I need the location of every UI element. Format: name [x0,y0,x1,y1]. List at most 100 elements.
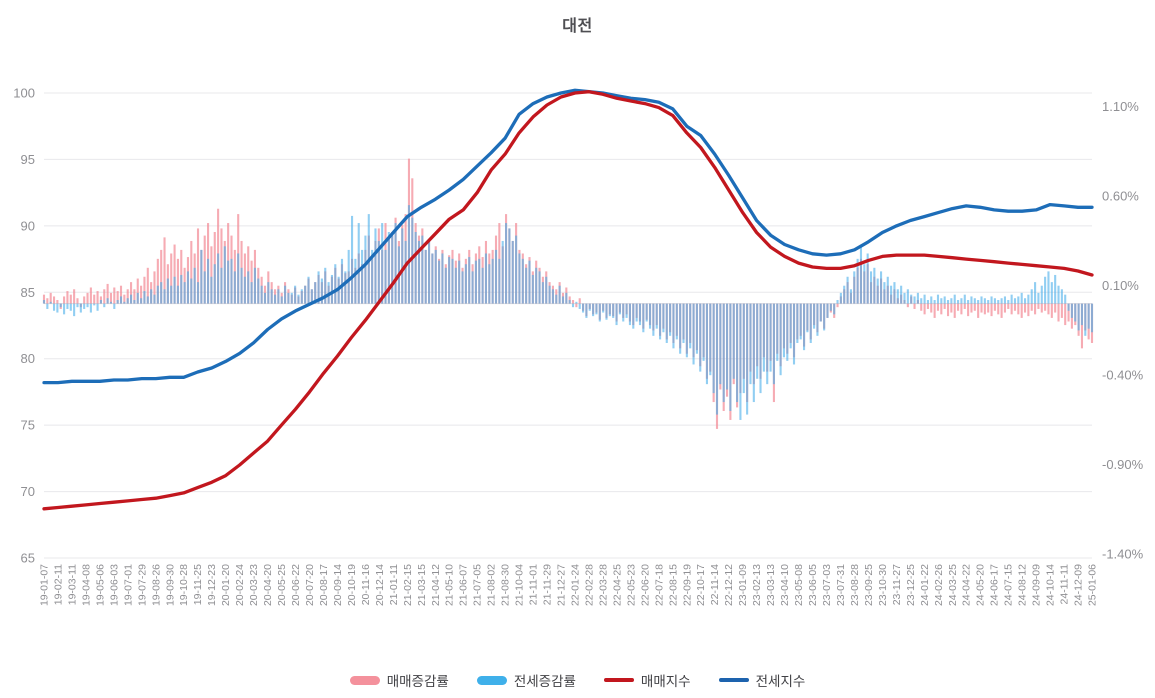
svg-text:21-12-27: 21-12-27 [556,564,568,606]
svg-text:24-07-15: 24-07-15 [1003,564,1015,606]
svg-text:75: 75 [21,418,35,433]
svg-text:22-06-20: 22-06-20 [639,564,651,606]
legend-label: 매매지수 [640,674,691,689]
legend-label: 전세지수 [755,674,806,689]
svg-text:20-04-20: 20-04-20 [262,564,274,606]
svg-text:23-09-25: 23-09-25 [863,564,875,606]
svg-text:21-06-07: 21-06-07 [458,564,470,606]
legend-item-jeonse-index[interactable]: 전세지수 [718,670,806,690]
svg-text:24-10-14: 24-10-14 [1045,564,1057,606]
svg-text:23-06-05: 23-06-05 [807,564,819,606]
svg-text:19-07-01: 19-07-01 [122,564,134,606]
svg-text:24-05-20: 24-05-20 [975,564,987,606]
svg-text:20-01-20: 20-01-20 [220,564,232,606]
svg-text:23-10-30: 23-10-30 [877,564,889,606]
svg-text:19-10-28: 19-10-28 [178,564,190,606]
legend: 매매증감률 전세증감률 매매지수 전세지수 [0,670,1155,690]
svg-text:20-02-24: 20-02-24 [234,564,246,606]
svg-text:20-03-23: 20-03-23 [248,564,260,606]
svg-text:100: 100 [13,86,35,101]
svg-text:24-02-26: 24-02-26 [933,564,945,606]
sale-index-swatch-icon [603,678,634,682]
svg-text:19-02-11: 19-02-11 [52,564,64,605]
svg-text:21-08-30: 21-08-30 [500,564,512,606]
svg-text:0.10%: 0.10% [1102,278,1139,293]
legend-item-sale-change[interactable]: 매매증감률 [349,670,449,690]
svg-text:19-05-06: 19-05-06 [94,564,106,606]
svg-text:23-03-13: 23-03-13 [765,564,777,606]
svg-text:23-07-03: 23-07-03 [821,564,833,606]
svg-text:0.60%: 0.60% [1102,189,1139,204]
svg-text:22-04-25: 22-04-25 [611,564,623,606]
svg-text:65: 65 [21,551,35,566]
line-jeonse-index [42,88,1094,385]
svg-text:19-03-11: 19-03-11 [66,564,78,605]
svg-text:23-01-09: 23-01-09 [737,564,749,606]
line-sale-index [42,90,1094,511]
svg-text:21-11-29: 21-11-29 [542,564,554,605]
svg-text:24-01-22: 24-01-22 [919,564,931,606]
plot-area[interactable]: 100 95 90 85 80 75 70 65 1.10% 0.60% 0.10% -0.40% -0… [0,0,1155,660]
svg-text:19-01-07: 19-01-07 [39,564,51,606]
svg-text:23-12-25: 23-12-25 [905,564,917,606]
svg-text:-0.90%: -0.90% [1102,457,1144,472]
svg-text:22-11-14: 22-11-14 [709,564,721,605]
svg-text:21-07-05: 21-07-05 [472,564,484,606]
svg-text:70: 70 [21,484,35,499]
chart-title: 대전 [562,18,593,35]
svg-text:24-08-12: 24-08-12 [1017,564,1029,606]
svg-text:19-11-25: 19-11-25 [192,564,204,605]
svg-text:23-11-27: 23-11-27 [891,564,903,605]
jeonse-change-swatch-icon [476,675,507,685]
legend-item-sale-index[interactable]: 매매지수 [603,670,691,690]
legend-label: 전세증감률 [513,674,576,689]
svg-text:1.10%: 1.10% [1102,99,1139,114]
y-axis-left: 100 95 90 85 80 75 70 65 [13,86,35,566]
svg-text:20-07-20: 20-07-20 [304,564,316,606]
legend-label: 매매증감률 [386,674,449,689]
x-axis: 19-01-07 19-02-11 19-03-11 19-04-08 19-05-06… [39,564,1099,606]
svg-text:23-04-10: 23-04-10 [779,564,791,606]
svg-text:21-01-11: 21-01-11 [388,564,400,605]
svg-text:22-09-19: 22-09-19 [681,564,693,606]
svg-text:22-01-24: 22-01-24 [569,564,581,606]
y-axis-right: 1.10% 0.60% 0.10% -0.40% -0.90% -1.40% [1102,99,1144,562]
grid [44,92,1092,559]
svg-text:19-12-23: 19-12-23 [206,564,218,606]
svg-text:95: 95 [21,152,35,167]
svg-text:20-09-14: 20-09-14 [332,564,344,606]
svg-text:80: 80 [21,351,35,366]
svg-text:19-06-03: 19-06-03 [108,564,120,606]
svg-text:22-05-23: 22-05-23 [625,564,637,606]
svg-text:23-08-28: 23-08-28 [849,564,861,606]
svg-text:21-04-12: 21-04-12 [430,564,442,606]
svg-text:22-12-12: 22-12-12 [723,564,735,606]
svg-text:21-02-15: 21-02-15 [402,564,414,606]
svg-text:25-01-06: 25-01-06 [1087,564,1099,606]
svg-text:20-06-22: 20-06-22 [290,564,302,606]
svg-text:24-12-09: 24-12-09 [1073,564,1085,606]
svg-text:20-10-19: 20-10-19 [346,564,358,606]
svg-text:90: 90 [21,218,35,233]
jeonse-index-swatch-icon [718,678,749,682]
svg-text:21-03-15: 21-03-15 [416,564,428,606]
svg-text:24-04-22: 24-04-22 [961,564,973,606]
svg-text:22-08-15: 22-08-15 [667,564,679,606]
svg-text:24-03-25: 24-03-25 [947,564,959,606]
legend-item-jeonse-change[interactable]: 전세증감률 [476,670,576,690]
svg-text:19-09-30: 19-09-30 [164,564,176,606]
svg-text:24-11-11: 24-11-11 [1059,564,1071,605]
svg-text:20-12-14: 20-12-14 [374,564,386,606]
svg-text:19-07-29: 19-07-29 [136,564,148,606]
svg-text:24-06-17: 24-06-17 [989,564,1001,606]
svg-text:20-05-25: 20-05-25 [276,564,288,606]
svg-text:23-07-31: 23-07-31 [835,564,847,606]
svg-text:-1.40%: -1.40% [1102,547,1144,562]
svg-text:21-05-10: 21-05-10 [444,564,456,606]
svg-text:-0.40%: -0.40% [1102,368,1144,383]
svg-text:22-07-18: 22-07-18 [653,564,665,606]
svg-text:22-03-28: 22-03-28 [597,564,609,606]
svg-text:24-09-09: 24-09-09 [1031,564,1043,606]
svg-text:19-04-08: 19-04-08 [80,564,92,606]
